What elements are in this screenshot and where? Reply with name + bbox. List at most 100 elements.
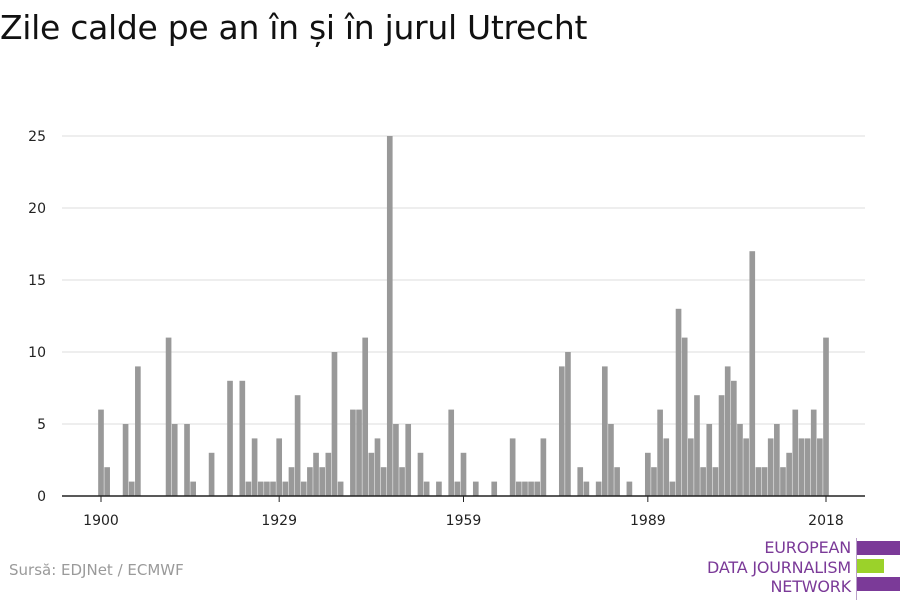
bar <box>731 380 737 496</box>
bar <box>208 452 215 496</box>
bar <box>614 467 620 496</box>
bar <box>368 452 375 496</box>
bar <box>245 481 252 496</box>
bar <box>313 452 319 496</box>
bar <box>706 424 713 496</box>
bar <box>700 467 706 496</box>
bar <box>558 366 565 496</box>
bar <box>337 481 344 496</box>
bar <box>608 424 614 496</box>
bar <box>675 308 682 496</box>
y-tick-label: 25 <box>28 129 46 145</box>
bar <box>774 424 780 496</box>
bar <box>644 452 651 496</box>
bar <box>515 481 522 496</box>
logo-bar-purple-bottom <box>857 577 900 591</box>
logo-line-network: NETWORK <box>770 577 852 596</box>
bar <box>761 467 768 496</box>
bar <box>583 481 590 496</box>
x-tick-label: 1900 <box>83 513 119 529</box>
logo-line-data-journalism: DATA JOURNALISM <box>707 558 851 577</box>
bar <box>276 438 283 496</box>
bar <box>331 352 338 496</box>
bar <box>472 481 479 496</box>
logo-divider <box>856 538 857 600</box>
bar <box>509 438 516 496</box>
bar <box>239 380 246 496</box>
bar <box>454 481 461 496</box>
bar <box>601 366 608 496</box>
bar <box>724 366 731 496</box>
bar <box>257 481 264 496</box>
bar <box>165 337 172 496</box>
bar-series <box>98 136 829 496</box>
bar <box>288 467 295 496</box>
bar <box>540 438 547 496</box>
bar <box>104 467 110 496</box>
bar <box>423 481 430 496</box>
bar <box>393 424 399 496</box>
bar <box>294 395 301 496</box>
bar <box>460 452 467 496</box>
bar <box>651 467 657 496</box>
bar <box>823 337 829 496</box>
bar <box>270 481 276 496</box>
bar <box>128 481 135 496</box>
source-note: Sursă: EDJNet / ECMWF <box>9 561 184 579</box>
bar <box>522 481 528 496</box>
y-tick-label: 0 <box>37 489 46 505</box>
logo-line-european: EUROPEAN <box>764 538 851 557</box>
edjnet-logo: EUROPEAN DATA JOURNALISM NETWORK <box>700 538 900 600</box>
bar <box>743 438 749 496</box>
bar <box>282 481 289 496</box>
bar <box>399 467 405 496</box>
bar <box>681 337 688 496</box>
bar <box>374 438 381 496</box>
bar <box>565 352 571 496</box>
bar <box>817 438 823 496</box>
bar <box>307 467 313 496</box>
bar <box>300 481 307 496</box>
bar <box>767 438 774 496</box>
bar <box>657 409 663 496</box>
y-tick-label: 5 <box>37 417 46 433</box>
bar <box>190 481 196 496</box>
x-tick-label: 1989 <box>630 513 666 529</box>
bar <box>755 467 762 496</box>
bar <box>804 438 811 496</box>
y-tick-label: 20 <box>28 201 46 217</box>
bar <box>718 395 725 496</box>
bar <box>227 380 233 496</box>
bar <box>491 481 498 496</box>
bar <box>264 481 270 496</box>
bar <box>786 452 792 496</box>
bar <box>669 481 676 496</box>
bar <box>737 424 743 496</box>
axes: 0 5 10 15 20 25 1900 1929 1959 1989 2018 <box>28 129 865 529</box>
bar <box>528 481 534 496</box>
bar <box>362 337 369 496</box>
logo-bar-green <box>857 559 884 573</box>
grid-lines <box>62 135 865 425</box>
bar <box>712 467 719 496</box>
bar <box>319 467 326 496</box>
bar <box>798 438 805 496</box>
bar <box>436 481 442 496</box>
bar <box>626 481 633 496</box>
bar <box>380 467 387 496</box>
x-tick-label: 1929 <box>261 513 297 529</box>
bar <box>98 409 104 496</box>
x-tick-label: 1959 <box>446 513 482 529</box>
bar <box>448 409 455 496</box>
bar <box>534 481 541 496</box>
bar <box>595 481 602 496</box>
page-title: Zile calde pe an în și în jurul Utrecht <box>0 8 588 47</box>
bar <box>577 467 584 496</box>
x-tick-label: 2018 <box>808 513 844 529</box>
bar <box>135 366 141 496</box>
bar <box>780 467 786 496</box>
bar <box>405 424 412 496</box>
bar <box>356 409 362 496</box>
bar <box>122 424 129 496</box>
